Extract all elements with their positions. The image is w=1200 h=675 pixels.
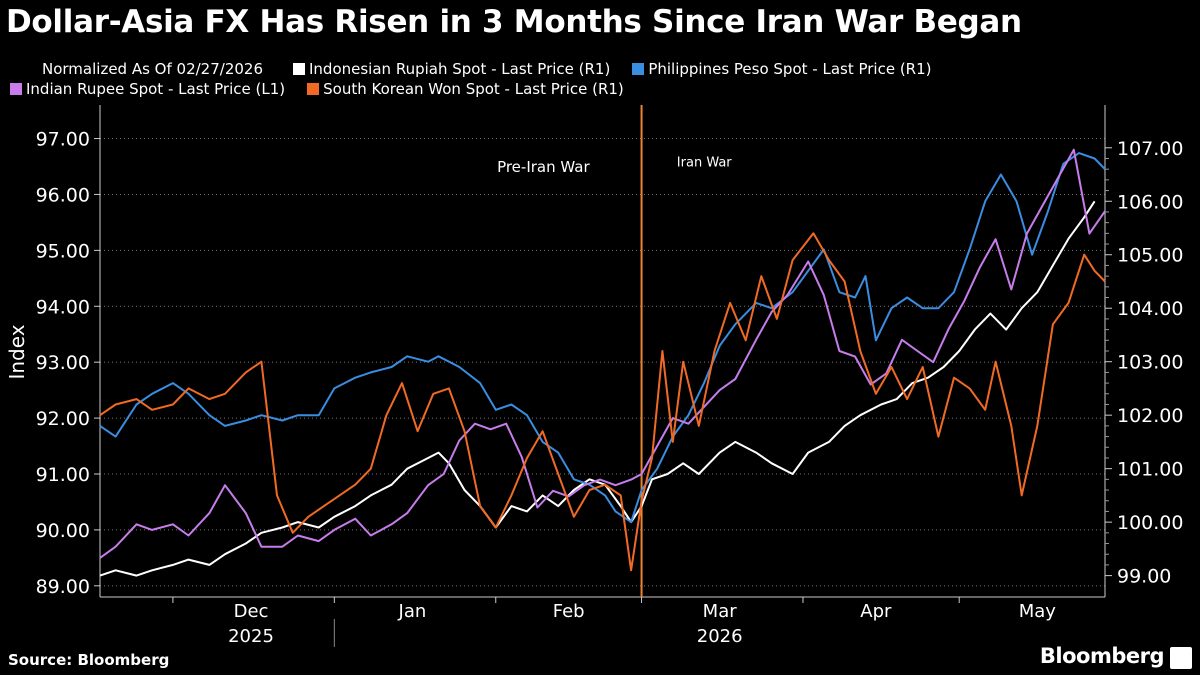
right-tick-label: 102.00 xyxy=(1117,405,1183,427)
legend-row-2: Indian Rupee Spot - Last Price (L1) Sout… xyxy=(10,80,646,98)
chart-subtitle: Normalized As Of 02/27/2026 xyxy=(42,60,263,78)
left-tick-label: 92.00 xyxy=(36,408,90,430)
series-line-1 xyxy=(99,152,1106,524)
right-tick-label: 104.00 xyxy=(1117,298,1183,320)
legend-label-idr: Indonesian Rupiah Spot - Last Price (R1) xyxy=(309,60,611,78)
legend-label-php: Philippines Peso Spot - Last Price (R1) xyxy=(648,60,932,78)
right-axis-ticks: 99.00 100.00 101.00 102.00 103.00 104.00 105.0… xyxy=(1105,138,1183,588)
x-month-label: Feb xyxy=(553,601,585,622)
y-axis-label: Index xyxy=(5,324,29,379)
source-note: Source: Bloomberg xyxy=(8,651,170,669)
left-tick-label: 90.00 xyxy=(36,520,90,542)
legend-entry-php: Philippines Peso Spot - Last Price (R1) xyxy=(632,60,932,78)
left-tick-label: 94.00 xyxy=(36,296,90,318)
x-month-label: Jan xyxy=(398,601,427,622)
left-tick-label: 95.00 xyxy=(36,240,90,262)
legend-swatch-idr xyxy=(293,63,305,75)
annotations: Pre-Iran War Iran War xyxy=(497,156,732,177)
chart-title: Dollar-Asia FX Has Risen in 3 Months Sin… xyxy=(6,4,1022,40)
left-tick-label: 96.00 xyxy=(36,184,90,206)
right-tick-label: 107.00 xyxy=(1117,138,1183,160)
legend-entry-krw: South Korean Won Spot - Last Price (R1) xyxy=(307,80,624,98)
series-line-3 xyxy=(99,232,1106,572)
left-tick-label: 93.00 xyxy=(36,352,90,374)
legend-swatch-php xyxy=(632,63,645,75)
legend-swatch-krw xyxy=(307,83,320,95)
x-month-label: Apr xyxy=(860,601,892,622)
series-line-2 xyxy=(99,148,1106,559)
bloomberg-mark-icon xyxy=(1170,647,1192,669)
right-tick-label: 101.00 xyxy=(1117,459,1183,481)
left-tick-label: 97.00 xyxy=(36,129,90,151)
x-year-label: 2025 xyxy=(228,626,274,647)
left-axis-ticks: 89.00 90.00 91.00 92.00 93.00 94.00 95.00 96.00… xyxy=(36,129,100,598)
annotation-label: Iran War xyxy=(677,156,733,171)
left-tick-label: 89.00 xyxy=(36,576,90,598)
x-month-label: May xyxy=(1019,601,1057,622)
legend-label-krw: South Korean Won Spot - Last Price (R1) xyxy=(323,80,624,98)
right-tick-label: 103.00 xyxy=(1117,352,1183,374)
left-tick-label: 91.00 xyxy=(36,464,90,486)
x-axis-labels: Dec Jan Feb Mar Apr May 2025 2026 xyxy=(172,597,1057,647)
legend-label-inr: Indian Rupee Spot - Last Price (L1) xyxy=(26,80,286,98)
legend-row-1: Normalized As Of 02/27/2026 Indonesian R… xyxy=(42,60,954,78)
legend-entry-inr: Indian Rupee Spot - Last Price (L1) xyxy=(10,80,285,98)
right-tick-label: 99.00 xyxy=(1117,566,1171,588)
x-year-label: 2026 xyxy=(697,626,743,647)
series-line-0 xyxy=(99,200,1096,577)
legend-entry-idr: Indonesian Rupiah Spot - Last Price (R1) xyxy=(293,60,610,78)
gridlines xyxy=(100,138,1105,587)
annotation-label: Pre-Iran War xyxy=(497,158,590,176)
legend-swatch-inr xyxy=(10,83,22,95)
right-tick-label: 100.00 xyxy=(1117,512,1183,534)
x-month-label: Mar xyxy=(703,601,738,622)
right-tick-label: 106.00 xyxy=(1117,191,1183,213)
bloomberg-logo: Bloomberg xyxy=(1039,644,1165,668)
right-tick-label: 105.00 xyxy=(1117,245,1183,267)
series-lines xyxy=(99,148,1106,577)
x-month-label: Dec xyxy=(234,601,269,622)
